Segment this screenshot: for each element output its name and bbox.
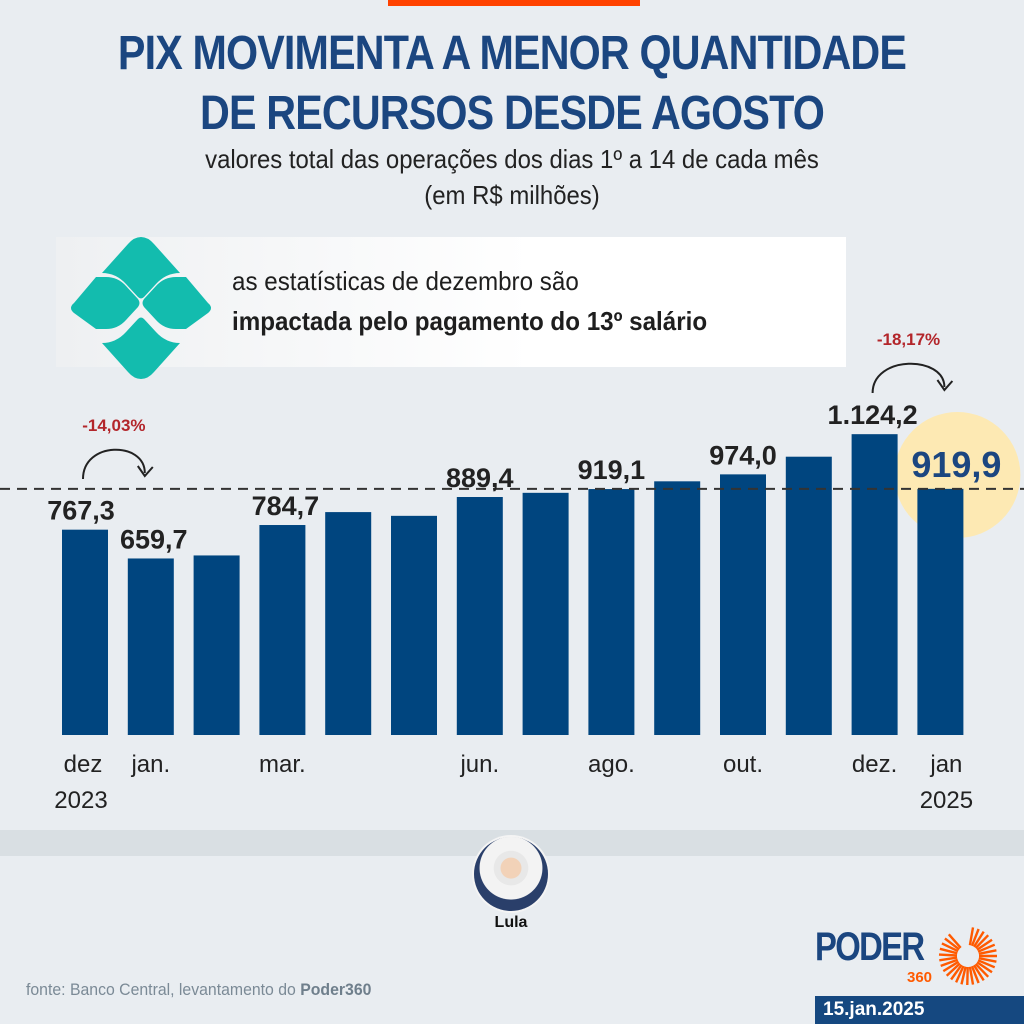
bar-12 [851, 434, 898, 735]
sun-ray [939, 956, 958, 962]
tick-label-12: dez. [852, 751, 897, 778]
data-label-13: 919,9 [911, 444, 1001, 485]
chart-subtitle-line1: valores total das operações dos dias 1º … [205, 144, 819, 174]
bar-2 [193, 555, 240, 735]
change-label-0: -14,03% [82, 416, 145, 435]
sun-ray [970, 928, 980, 947]
data-label-12: 1.124,2 [828, 400, 918, 430]
bar-9 [654, 481, 701, 735]
bar-1 [127, 558, 174, 735]
sun-ray [947, 933, 962, 949]
data-label-8: 919,1 [578, 455, 646, 485]
bar-5 [391, 515, 437, 735]
change-arrow-0 [82, 448, 146, 480]
data-label-6: 889,4 [446, 463, 514, 493]
sun-ray [939, 947, 958, 955]
sun-ray [972, 930, 985, 948]
person-avatar [474, 837, 548, 911]
note-line2: impactada pelo pagamento do 13º salário [232, 306, 708, 336]
source-brand: Poder360 [300, 980, 372, 999]
sun-ray [977, 943, 996, 953]
bar-8 [588, 489, 635, 735]
chart-title-line2: DE RECURSOS DESDE AGOSTO [200, 87, 825, 140]
tick-label-1: jan. [130, 751, 170, 778]
tick-label-10: out. [723, 751, 763, 778]
bar-11 [785, 456, 832, 735]
data-label-0: 767,3 [47, 496, 115, 526]
accent-bar [388, 0, 640, 6]
source-note: fonte: Banco Central, levantamento do Po… [26, 980, 371, 1000]
sun-ray [974, 934, 990, 949]
person-name: Lula [494, 914, 528, 931]
data-label-1: 659,7 [120, 524, 188, 554]
pix-logo-icon [71, 237, 211, 379]
sun-ray [938, 953, 958, 957]
sun-ray [968, 927, 975, 946]
sun-ray [942, 960, 960, 973]
arrowhead-icon-0 [136, 465, 154, 478]
bar-13 [917, 488, 964, 735]
poder360-logo: PODER 360 [815, 925, 1005, 991]
chart-title-line1: PIX MOVIMENTA A MENOR QUANTIDADE [117, 27, 907, 80]
tick-label-6: jun. [459, 751, 499, 778]
tick-label-3: mar. [259, 751, 306, 778]
sun-ray [945, 962, 961, 977]
sun-ray [976, 961, 993, 974]
tick-label-year-0: 2023 [54, 787, 107, 814]
publish-date: 15.jan.2025 [815, 996, 1024, 1024]
sun-ray [955, 965, 965, 983]
change-arrow-1 [871, 362, 946, 394]
sun-ray [978, 957, 997, 963]
bar-6 [456, 497, 503, 735]
sun-ray [976, 938, 993, 951]
sun-ray [940, 958, 959, 968]
logo-word: PODER [815, 925, 925, 969]
note-line1: as estatísticas de dezembro são [232, 266, 579, 296]
sun-ray [974, 963, 990, 978]
data-label-3: 784,7 [252, 491, 320, 521]
arrowhead-icon-1 [936, 379, 954, 392]
logo-number: 360 [907, 969, 933, 986]
sun-ray [950, 964, 963, 981]
source-prefix: fonte: Banco Central, levantamento do [26, 980, 301, 999]
sun-ray [941, 942, 959, 953]
sun-rays-icon [938, 927, 997, 986]
bar-3 [259, 525, 306, 735]
tick-label-13: jan [929, 751, 962, 778]
tick-label-8: ago. [588, 751, 635, 778]
sun-ray [944, 937, 960, 951]
bar-10 [720, 474, 766, 735]
sun-ray [968, 966, 975, 985]
tick-label-0: dez [64, 751, 103, 778]
chart-subtitle-line2: (em R$ milhões) [424, 180, 600, 210]
sun-ray [960, 966, 967, 985]
sun-ray [978, 949, 997, 955]
change-label-1: -18,17% [877, 330, 940, 349]
sun-ray [977, 959, 996, 969]
bar-0 [62, 529, 108, 735]
tick-label-year-13: 2025 [920, 787, 973, 814]
bar-4 [325, 512, 372, 735]
sun-ray [970, 965, 980, 984]
sun-ray [972, 964, 985, 982]
data-label-10: 974,0 [709, 440, 777, 470]
bar-7 [522, 492, 569, 735]
